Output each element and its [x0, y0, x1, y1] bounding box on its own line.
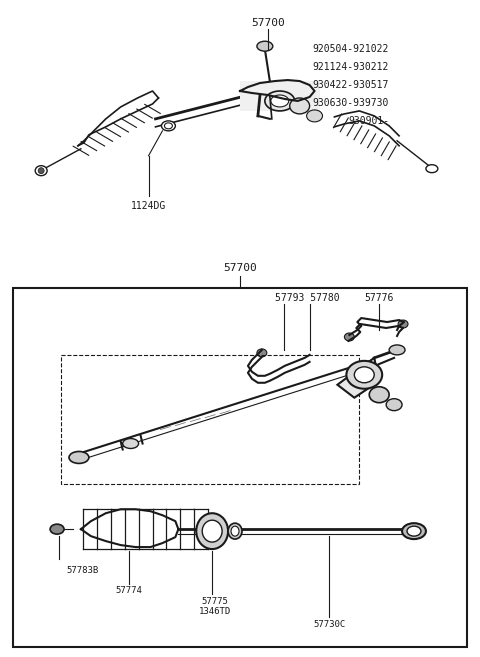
Ellipse shape	[369, 387, 389, 403]
Ellipse shape	[228, 523, 242, 539]
Ellipse shape	[202, 520, 222, 542]
Ellipse shape	[398, 320, 408, 328]
Ellipse shape	[69, 451, 89, 463]
Text: 1346TD: 1346TD	[199, 607, 231, 616]
Text: 57774: 57774	[115, 587, 142, 595]
Ellipse shape	[265, 91, 295, 111]
Text: 57793 57780: 57793 57780	[276, 293, 340, 303]
Bar	[240, 81, 320, 111]
Ellipse shape	[344, 333, 354, 341]
Bar	[61, 355, 360, 484]
Ellipse shape	[257, 41, 273, 51]
Ellipse shape	[196, 513, 228, 549]
Text: 57700: 57700	[251, 18, 285, 28]
Text: 57700: 57700	[223, 263, 257, 273]
Ellipse shape	[38, 168, 44, 173]
Text: 1124DG: 1124DG	[131, 200, 166, 210]
Text: 930630-939730: 930630-939730	[313, 98, 389, 108]
Ellipse shape	[165, 123, 172, 129]
Ellipse shape	[290, 98, 310, 114]
Text: 930901-: 930901-	[348, 116, 389, 126]
Ellipse shape	[123, 438, 139, 449]
Text: 57783B: 57783B	[66, 566, 98, 576]
Ellipse shape	[307, 110, 323, 122]
Text: 57775: 57775	[202, 597, 228, 606]
Text: 57730C: 57730C	[313, 620, 346, 629]
Text: 921124-930212: 921124-930212	[313, 62, 389, 72]
Ellipse shape	[231, 526, 239, 536]
Ellipse shape	[386, 399, 402, 411]
Ellipse shape	[161, 121, 175, 131]
Text: 930422-930517: 930422-930517	[313, 80, 389, 90]
Ellipse shape	[389, 345, 405, 355]
Ellipse shape	[271, 95, 288, 107]
Text: 57776: 57776	[364, 293, 394, 303]
Polygon shape	[337, 358, 377, 397]
Bar	[13, 288, 467, 646]
Ellipse shape	[257, 349, 267, 357]
Ellipse shape	[402, 523, 426, 539]
Ellipse shape	[354, 367, 374, 383]
Ellipse shape	[347, 361, 382, 389]
Text: 920504-921022: 920504-921022	[313, 44, 389, 54]
Ellipse shape	[35, 166, 47, 175]
Ellipse shape	[50, 524, 64, 534]
Ellipse shape	[407, 526, 421, 536]
Ellipse shape	[426, 165, 438, 173]
